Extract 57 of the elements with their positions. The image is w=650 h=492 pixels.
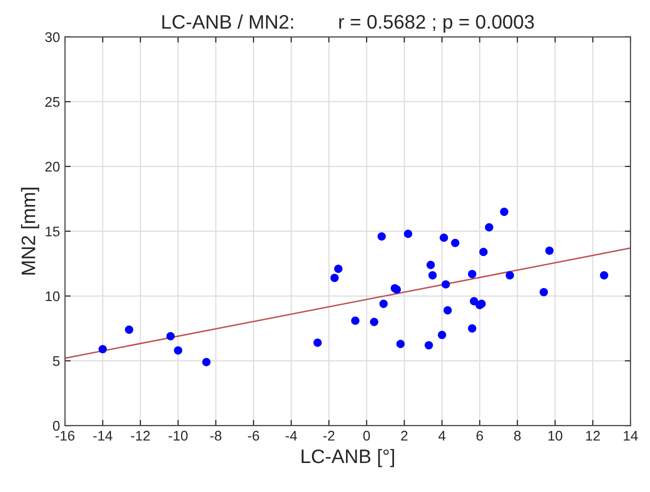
x-tick-label: 2 [401,430,408,441]
x-tick-label: -16 [56,430,74,441]
x-tick-label: -10 [168,430,188,441]
point [334,264,342,273]
point [426,260,435,270]
point [166,332,175,340]
point [451,238,460,248]
point [468,270,476,278]
y-tick-label: 5 [52,356,60,366]
x-tick-label: 0 [363,430,370,441]
point [540,288,548,296]
x-tick-label: -12 [130,430,150,441]
x-tick-label: 12 [586,430,600,441]
y-tick-label: 25 [45,97,60,107]
point [351,316,360,325]
point [330,274,339,282]
point [506,271,514,280]
y-tick-label: 10 [46,291,60,302]
x-tick-label: -8 [210,430,222,441]
point [424,341,433,350]
point [98,344,107,354]
x-tick-label: 4 [438,430,446,441]
x-axis-title: LC-ANB [°] [302,448,394,468]
point [370,318,378,326]
point [396,340,405,348]
point [468,324,476,333]
point [202,358,211,366]
point [428,271,437,280]
chart-title: LC-ANB / MN2: r = 0.5682 ; p = 0.0003 [162,14,534,33]
x-tick-label: -4 [286,430,297,441]
y-axis-title: MN2 [mm] [21,188,40,274]
x-tick-label: 8 [514,430,521,441]
point [124,326,134,334]
point [378,232,386,241]
point [440,234,448,242]
y-tick-label: 20 [45,162,60,172]
x-tick-label: -2 [323,430,334,441]
x-tick-label: 6 [476,430,483,441]
point [442,280,450,289]
x-tick-label: -14 [93,430,112,441]
y-tick-label: 30 [45,32,60,42]
y-tick-label: 15 [46,226,60,236]
point [379,300,388,308]
point [174,346,182,355]
x-tick-label: 10 [548,430,562,441]
y-tick-label: 0 [52,420,60,431]
point [545,246,554,255]
point [404,230,412,238]
point [484,223,494,232]
point [443,306,452,314]
point [600,271,608,280]
point [500,208,508,216]
point [438,330,446,340]
x-tick-label: 14 [624,430,638,441]
point [479,248,488,256]
x-tick-label: -6 [248,430,260,441]
point [313,338,322,347]
